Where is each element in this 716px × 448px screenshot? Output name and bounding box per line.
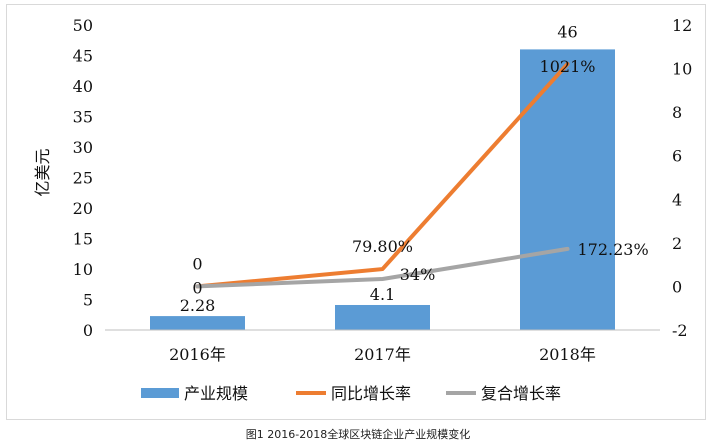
legend-swatch xyxy=(141,388,179,398)
y2-tick-label: 0 xyxy=(672,277,682,296)
y-tick-label: 5 xyxy=(83,291,93,310)
series-line xyxy=(195,61,570,289)
y2-tick-label: 4 xyxy=(672,190,682,209)
x-tick-label: 2017年 xyxy=(354,345,411,364)
y-tick-label: 45 xyxy=(73,47,93,66)
cagr-data-label: 172.23% xyxy=(578,240,649,259)
y-axis-label: 亿美元 xyxy=(33,148,52,196)
bar xyxy=(520,49,615,331)
y-tick-label: 15 xyxy=(73,230,93,249)
x-tick-label: 2018年 xyxy=(539,345,596,364)
y-tick-label: 0 xyxy=(83,321,93,340)
figure-caption: 图1 2016-2018全球区块链企业产业规模变化 xyxy=(245,428,471,441)
legend-label: 复合增长率 xyxy=(481,384,561,403)
y2-tick-label: 10 xyxy=(672,60,692,79)
yoy-data-label: 1021% xyxy=(540,57,596,76)
cagr-data-label: 34% xyxy=(400,265,436,284)
y-tick-label: 35 xyxy=(73,108,93,127)
y-tick-label: 30 xyxy=(73,138,93,157)
legend-label: 产业规模 xyxy=(184,384,248,403)
legend-label: 同比增长率 xyxy=(331,384,411,403)
y-tick-label: 10 xyxy=(73,260,93,279)
cagr-data-label: 0 xyxy=(192,278,202,297)
bar-data-label: 46 xyxy=(557,22,577,41)
yoy-data-label: 0 xyxy=(192,254,202,273)
x-tick-label: 2016年 xyxy=(169,345,226,364)
y-tick-label: 20 xyxy=(73,199,93,218)
bar-data-label: 4.1 xyxy=(370,285,395,304)
series-line xyxy=(195,246,570,289)
bar xyxy=(335,304,430,330)
y-tick-label: 50 xyxy=(73,16,93,35)
y2-tick-label: 6 xyxy=(672,147,682,166)
y-tick-label: 40 xyxy=(73,77,93,96)
bar-data-label: 2.28 xyxy=(180,296,216,315)
y2-tick-label: 2 xyxy=(672,234,682,253)
yoy-data-label: 79.80% xyxy=(352,237,413,256)
y-tick-label: 25 xyxy=(73,169,93,188)
y2-tick-label: 12 xyxy=(672,16,692,35)
y2-tick-label: -2 xyxy=(672,321,688,340)
y2-tick-label: 8 xyxy=(672,103,682,122)
bar xyxy=(150,316,245,330)
